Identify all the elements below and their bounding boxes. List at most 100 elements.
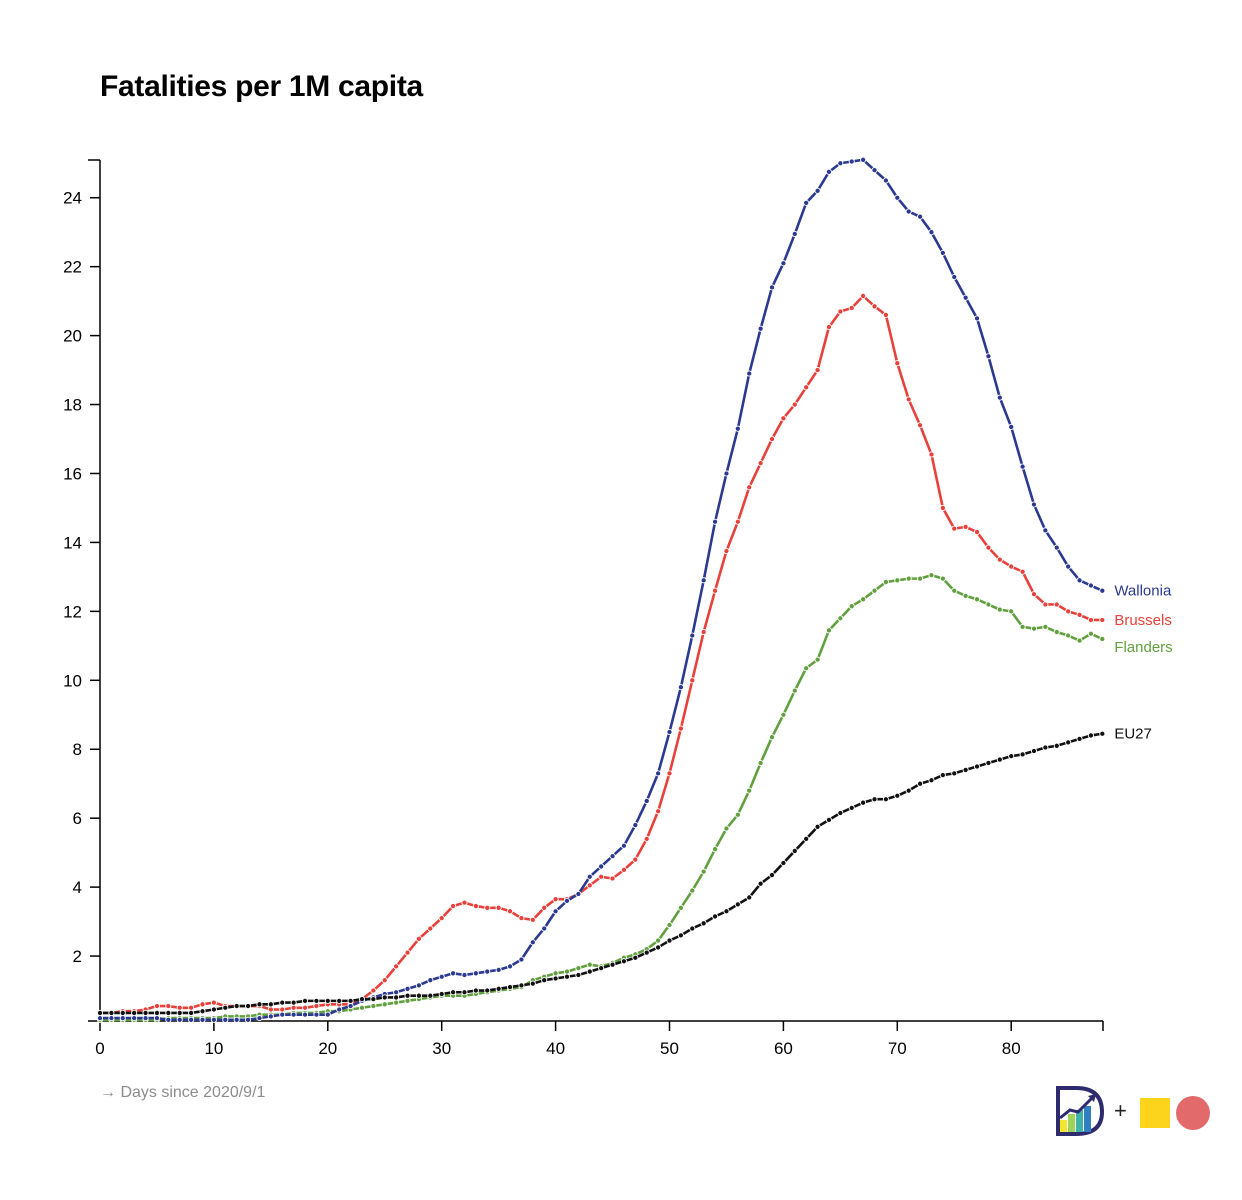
data-point-eu27 xyxy=(1099,730,1106,737)
data-point-wallonia xyxy=(1099,587,1106,594)
data-point-wallonia xyxy=(450,970,457,977)
data-point-flanders xyxy=(655,937,662,944)
data-point-eu27 xyxy=(541,977,548,984)
data-point-brussels xyxy=(996,556,1003,563)
data-point-brussels xyxy=(370,987,377,994)
data-point-brussels xyxy=(620,866,627,873)
y-tick-label: 20 xyxy=(63,327,82,346)
data-point-eu27 xyxy=(655,944,662,951)
data-point-flanders xyxy=(973,596,981,603)
data-point-flanders xyxy=(734,811,741,818)
data-point-flanders xyxy=(951,587,958,594)
data-point-wallonia xyxy=(256,1015,263,1022)
data-point-eu27 xyxy=(529,980,536,987)
data-point-brussels xyxy=(518,915,525,922)
data-point-eu27 xyxy=(1053,742,1060,749)
data-point-brussels xyxy=(734,518,741,525)
data-point-wallonia xyxy=(199,1016,206,1023)
data-point-wallonia xyxy=(313,1011,320,1018)
data-point-eu27 xyxy=(210,1006,217,1013)
data-point-brussels xyxy=(313,1002,320,1010)
y-tick-label: 24 xyxy=(63,189,82,208)
data-point-flanders xyxy=(712,846,719,853)
data-point-brussels xyxy=(495,904,502,911)
y-tick-label: 10 xyxy=(63,671,82,690)
data-point-brussels xyxy=(1053,601,1060,608)
data-point-brussels xyxy=(1076,611,1083,618)
data-point-brussels xyxy=(951,525,958,532)
data-point-eu27 xyxy=(279,999,286,1006)
data-point-flanders xyxy=(575,965,582,972)
data-point-brussels xyxy=(1042,601,1049,608)
x-tick-label: 40 xyxy=(546,1039,565,1058)
data-point-wallonia xyxy=(267,1013,274,1020)
data-point-wallonia xyxy=(541,925,548,932)
data-point-wallonia xyxy=(404,985,411,992)
data-point-wallonia xyxy=(780,260,787,267)
data-point-eu27 xyxy=(928,777,935,784)
data-point-wallonia xyxy=(917,213,924,220)
data-point-flanders xyxy=(666,921,673,929)
data-point-eu27 xyxy=(324,997,331,1004)
data-point-wallonia xyxy=(1008,423,1015,430)
data-point-flanders xyxy=(791,687,798,694)
data-point-wallonia xyxy=(632,822,639,829)
data-point-brussels xyxy=(438,915,445,922)
data-point-brussels xyxy=(973,529,981,536)
data-point-wallonia xyxy=(928,229,935,236)
data-point-wallonia xyxy=(438,973,445,980)
data-point-eu27 xyxy=(336,997,343,1004)
data-point-brussels xyxy=(586,882,593,889)
data-point-wallonia xyxy=(336,1006,343,1013)
data-point-flanders xyxy=(837,615,844,622)
data-point-brussels xyxy=(1030,591,1038,598)
data-point-brussels xyxy=(825,323,833,331)
x-tick-label: 10 xyxy=(204,1039,223,1058)
data-point-flanders xyxy=(1030,625,1038,632)
data-point-brussels xyxy=(404,949,411,956)
data-point-flanders xyxy=(803,665,810,672)
data-point-brussels xyxy=(381,977,388,984)
data-point-eu27 xyxy=(301,997,309,1004)
data-point-flanders xyxy=(996,606,1003,613)
data-point-brussels xyxy=(267,1006,274,1013)
data-point-flanders xyxy=(381,1001,388,1008)
data-point-brussels xyxy=(552,896,559,903)
data-point-wallonia xyxy=(962,294,969,301)
data-point-brussels xyxy=(1019,568,1026,575)
data-point-wallonia xyxy=(563,897,571,904)
data-point-wallonia xyxy=(1076,577,1083,584)
data-point-wallonia xyxy=(233,1016,240,1023)
data-point-brussels xyxy=(1099,616,1106,624)
data-point-flanders xyxy=(370,1002,377,1010)
data-point-eu27 xyxy=(803,835,810,842)
data-point-brussels xyxy=(655,808,662,815)
data-point-eu27 xyxy=(1030,747,1038,755)
data-point-wallonia xyxy=(108,1015,115,1022)
data-point-wallonia xyxy=(222,1016,229,1023)
data-point-brussels xyxy=(768,435,776,443)
data-point-brussels xyxy=(746,484,753,491)
data-point-brussels xyxy=(210,999,217,1006)
data-point-flanders xyxy=(962,592,969,599)
data-point-eu27 xyxy=(905,787,912,794)
data-point-flanders xyxy=(928,572,935,579)
series-lines xyxy=(96,156,1106,1023)
data-point-brussels xyxy=(176,1004,183,1011)
y-tick-label: 18 xyxy=(63,396,82,415)
data-point-brussels xyxy=(188,1004,195,1011)
data-point-wallonia xyxy=(905,208,912,215)
data-point-eu27 xyxy=(484,987,491,994)
data-point-eu27 xyxy=(495,985,502,992)
data-point-brussels xyxy=(860,292,867,300)
series-labels: Flanders Brussels Wallonia EU27 xyxy=(1114,583,1172,743)
data-point-wallonia xyxy=(768,284,776,291)
data-point-brussels xyxy=(962,523,969,530)
data-point-brussels xyxy=(928,451,935,458)
data-point-flanders xyxy=(1042,623,1049,630)
data-point-eu27 xyxy=(677,932,684,939)
data-point-flanders xyxy=(677,904,684,911)
data-point-flanders xyxy=(1065,632,1072,639)
data-point-brussels xyxy=(153,1002,160,1010)
